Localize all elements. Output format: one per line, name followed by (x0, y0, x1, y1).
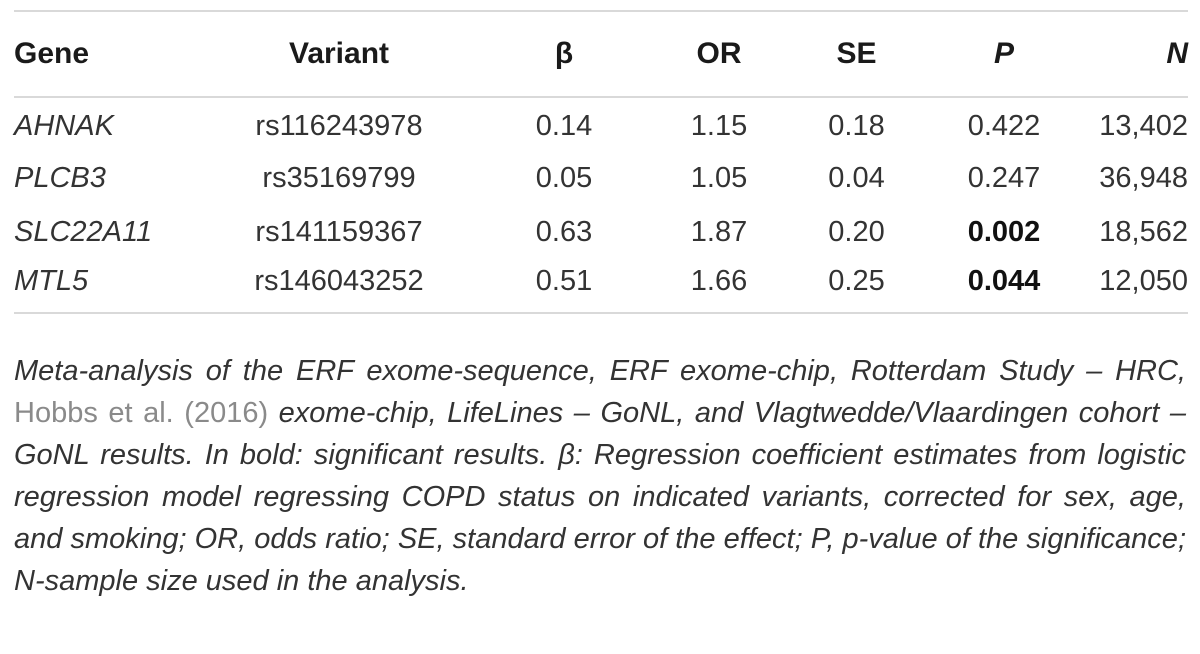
table-row: MTL5 rs146043252 0.51 1.66 0.25 0.044 12… (14, 259, 1188, 313)
header-se: SE (836, 37, 877, 70)
cell-gene: SLC22A11 (14, 215, 153, 248)
cell-n: 12,050 (1099, 265, 1188, 297)
cell-n: 18,562 (1099, 215, 1188, 248)
cell-beta: 0.51 (535, 265, 593, 297)
cell-p: 0.247 (967, 161, 1041, 194)
table-row: AHNAK rs116243978 0.14 1.15 0.18 0.422 1… (14, 97, 1188, 151)
cell-gene: PLCB3 (14, 161, 106, 194)
cell-n: 13,402 (1099, 110, 1188, 142)
citation-link[interactable]: Hobbs et al. (2016) (14, 397, 269, 429)
header-variant: Variant (288, 37, 390, 70)
cell-or: 1.15 (690, 110, 748, 142)
cell-or: 1.05 (690, 161, 748, 194)
table-header-row: Gene Variant β OR SE P N (14, 11, 1188, 97)
cell-gene: MTL5 (14, 265, 89, 297)
results-table: Gene Variant β OR SE P N AHNAK rs1162439… (14, 10, 1188, 314)
cell-variant: rs146043252 (254, 265, 424, 297)
cell-n: 36,948 (1099, 161, 1188, 194)
cell-p-significant: 0.002 (967, 215, 1041, 248)
cell-or: 1.87 (690, 215, 748, 248)
table-caption: Meta-analysis of the ERF exome-sequence,… (14, 350, 1186, 602)
header-or: OR (696, 37, 742, 70)
caption-text-part2: exome-chip, LifeLines – GoNL, and Vlagtw… (14, 397, 1186, 597)
results-table-container: Gene Variant β OR SE P N AHNAK rs1162439… (14, 10, 1188, 314)
header-beta: β (554, 37, 574, 70)
cell-variant: rs116243978 (255, 110, 423, 142)
header-n: N (1166, 37, 1188, 70)
cell-beta: 0.63 (535, 215, 593, 248)
table-row: SLC22A11 rs141159367 0.63 1.87 0.20 0.00… (14, 205, 1188, 259)
cell-or: 1.66 (690, 265, 748, 297)
cell-variant: rs141159367 (255, 215, 423, 248)
cell-variant: rs35169799 (262, 161, 416, 194)
caption-text-part1: Meta-analysis of the ERF exome-sequence,… (14, 355, 1186, 387)
cell-se: 0.04 (828, 161, 885, 194)
header-gene: Gene (14, 37, 90, 70)
table-row: PLCB3 rs35169799 0.05 1.05 0.04 0.247 36… (14, 151, 1188, 205)
cell-se: 0.18 (828, 110, 885, 142)
cell-gene: AHNAK (14, 110, 114, 142)
cell-se: 0.25 (828, 265, 885, 297)
cell-se: 0.20 (828, 215, 885, 248)
cell-p-significant: 0.044 (967, 265, 1041, 297)
header-p: P (993, 37, 1014, 70)
cell-beta: 0.05 (535, 161, 593, 194)
cell-beta: 0.14 (535, 110, 593, 142)
cell-p: 0.422 (967, 110, 1041, 142)
